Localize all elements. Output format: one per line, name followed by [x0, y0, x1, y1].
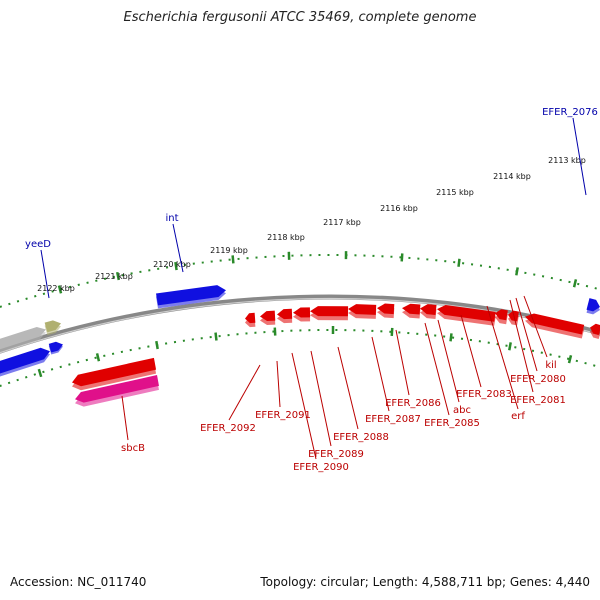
gene-EFER_2091[interactable] [260, 310, 276, 326]
gene-EFER_2092[interactable] [245, 312, 256, 328]
gene-labels: EFER_2076 int yeeD kil EFER_2080 EFER_20… [25, 107, 598, 473]
leader-int [172, 223, 184, 273]
gene-EFER_2087[interactable] [348, 304, 377, 319]
gene-EFER_2089[interactable] [293, 307, 311, 322]
gene-EFER_2076[interactable] [586, 298, 600, 315]
gene-label-EFER_2080[interactable]: EFER_2080 [510, 374, 566, 385]
label-leader-lines [40, 117, 587, 460]
outer-ticks-3 [400, 253, 404, 262]
leader-EFER_2085 [424, 322, 450, 416]
outer-ticks-2 [457, 258, 461, 267]
scale-label-2119: 2119 kbp [210, 246, 248, 255]
inner-ticks-8 [95, 353, 101, 362]
gene-label-EFER_2083[interactable]: EFER_2083 [456, 389, 512, 400]
gene-label-EFER_2089[interactable]: EFER_2089 [308, 449, 364, 460]
scale-label-2116: 2116 kbp [380, 204, 418, 213]
gene-label-int[interactable]: int [165, 213, 178, 224]
gene-label-abc[interactable]: abc [453, 405, 471, 416]
gene-sbcB-region[interactable] [72, 357, 157, 391]
gene-label-sbcB[interactable]: sbcB [121, 443, 145, 454]
gene-sbcB[interactable] [75, 375, 159, 407]
gene-erf[interactable] [495, 309, 508, 325]
inner-ticks-6 [214, 332, 218, 341]
scale-labels: 2113 kbp 2114 kbp 2115 kbp 2116 kbp 2117… [37, 156, 586, 293]
outer-ticks-1 [515, 267, 519, 276]
gene-label-EFER_2090[interactable]: EFER_2090 [293, 462, 349, 473]
gene-label-EFER_2086[interactable]: EFER_2086 [385, 398, 441, 409]
outer-scale-ring [0, 251, 600, 309]
gene-yeeD-2[interactable] [48, 341, 63, 355]
scale-label-2120: 2120 kbp [153, 260, 191, 269]
genome-summary-text: Topology: circular; Length: 4,588,711 bp… [260, 575, 590, 589]
scale-label-2121: 2121 kbp [95, 272, 133, 281]
outer-ticks-8 [115, 271, 121, 281]
outer-scale-ticks [57, 251, 578, 294]
leader-abc [437, 319, 460, 403]
leader-sbcB [121, 395, 129, 441]
leader-EFER_2092 [228, 364, 261, 421]
leader-EFER_2088 [337, 346, 359, 430]
leader-EFER_2081 [509, 299, 534, 393]
gene-label-EFER_2092[interactable]: EFER_2092 [200, 423, 256, 434]
gene-label-kil[interactable]: kil [545, 360, 556, 371]
inner-ticks-0 [567, 355, 573, 364]
map-title: Escherichia fergusonii ATCC 35469, compl… [123, 10, 477, 25]
gene-label-EFER_2087[interactable]: EFER_2087 [365, 414, 421, 425]
gene-label-EFER_2076[interactable]: EFER_2076 [542, 107, 598, 118]
leader-EFER_2076 [572, 117, 587, 196]
scale-label-2113: 2113 kbp [548, 156, 586, 165]
gene-EFER_2085[interactable] [402, 303, 421, 319]
scale-label-2122: 2122 kbp [37, 284, 75, 293]
inner-dotted-ring [0, 328, 600, 388]
outer-ticks-6 [231, 255, 235, 264]
gene-label-EFER_2085[interactable]: EFER_2085 [424, 418, 480, 429]
scale-label-2117: 2117 kbp [323, 218, 361, 227]
inner-ticks-9 [37, 368, 43, 378]
gene-abc[interactable] [420, 304, 437, 319]
accession-text: Accession: NC_011740 [10, 575, 147, 589]
leader-EFER_2087 [371, 336, 390, 412]
inner-ticks-7 [155, 340, 159, 350]
gene-label-yeeD[interactable]: yeeD [25, 239, 51, 250]
leader-EFER_2089 [310, 350, 332, 447]
leader-EFER_2083 [460, 314, 482, 388]
scale-label-2118: 2118 kbp [267, 233, 305, 242]
inner-scale-ticks [37, 326, 573, 378]
gene-EFER_2086[interactable] [377, 303, 395, 319]
gene-kil[interactable] [590, 323, 600, 339]
gene-EFER_2088[interactable] [310, 306, 349, 321]
scale-label-2114: 2114 kbp [493, 172, 531, 181]
gene-label-EFER_2091[interactable]: EFER_2091 [255, 410, 311, 421]
leader-erf [486, 305, 519, 410]
inner-scale-ring [0, 326, 600, 388]
gene-features [0, 285, 600, 407]
gene-EFER_2083[interactable] [437, 304, 496, 326]
gene-label-EFER_2088[interactable]: EFER_2088 [333, 432, 389, 443]
gene-label-EFER_2081[interactable]: EFER_2081 [510, 395, 566, 406]
gene-EFER_2080[interactable] [525, 313, 585, 339]
inner-ticks-1 [508, 342, 512, 351]
leader-kil [523, 295, 548, 358]
gene-olive-feature[interactable] [44, 320, 61, 336]
outer-ticks-0 [572, 279, 578, 288]
gene-int[interactable] [156, 285, 226, 309]
outer-ticks-9 [57, 285, 63, 294]
gene-EFER_2090[interactable] [277, 308, 293, 324]
leader-yeeD [40, 249, 50, 299]
gene-grey-feature[interactable] [0, 326, 46, 355]
gene-yeeD-1[interactable] [0, 347, 50, 379]
leader-EFER_2090 [291, 352, 317, 460]
scale-label-2115: 2115 kbp [436, 188, 474, 197]
leader-EFER_2091 [276, 360, 281, 408]
gene-label-erf[interactable]: erf [511, 411, 525, 422]
leader-EFER_2086 [395, 329, 410, 396]
inner-ticks-2 [449, 333, 453, 342]
leader-EFER_2080 [515, 297, 538, 372]
outer-ticks-7 [174, 261, 178, 271]
